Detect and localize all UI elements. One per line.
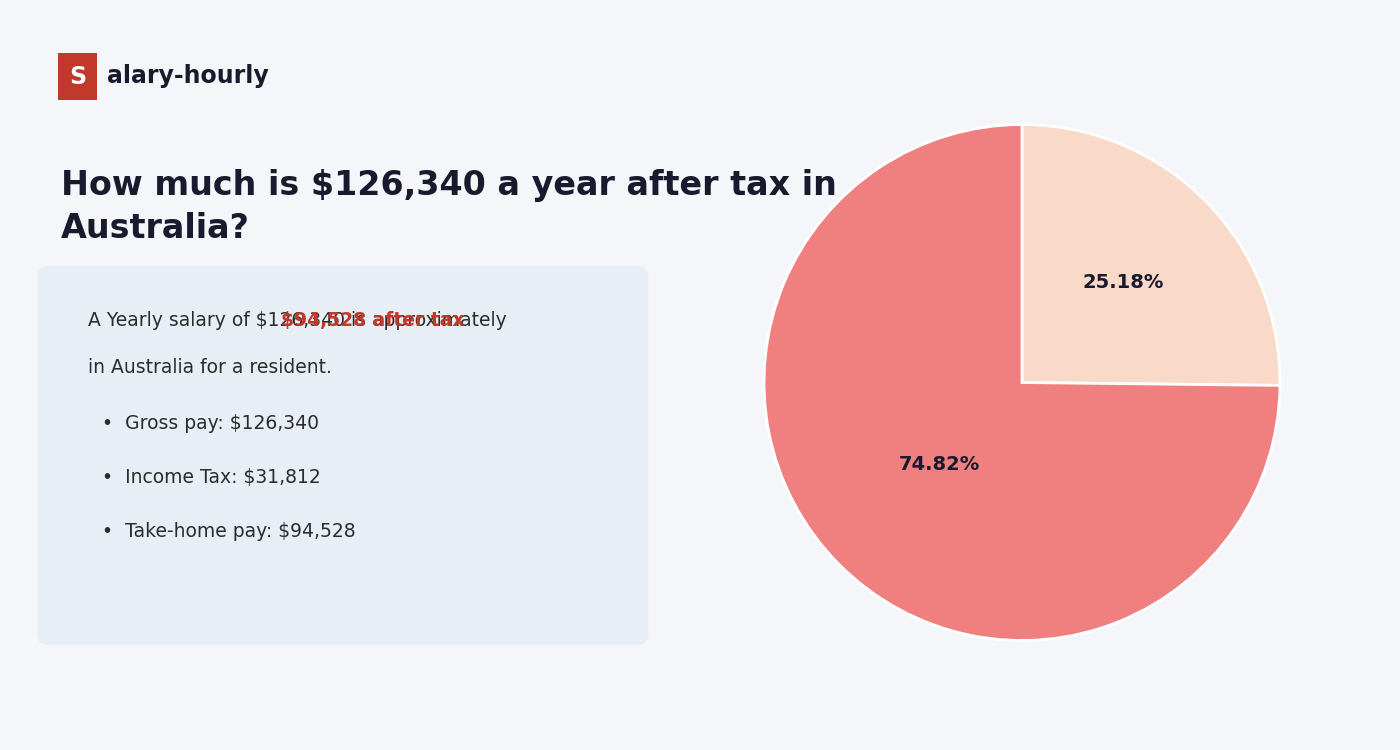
FancyBboxPatch shape xyxy=(38,266,648,645)
Wedge shape xyxy=(764,124,1280,640)
Text: S: S xyxy=(69,64,85,88)
Text: A Yearly salary of $126,340 is approximately: A Yearly salary of $126,340 is approxima… xyxy=(88,311,512,330)
Text: 74.82%: 74.82% xyxy=(899,454,980,474)
Wedge shape xyxy=(1022,124,1280,386)
FancyBboxPatch shape xyxy=(57,53,97,100)
Text: •  Take-home pay: $94,528: • Take-home pay: $94,528 xyxy=(102,522,356,541)
Text: •  Gross pay: $126,340: • Gross pay: $126,340 xyxy=(102,414,319,433)
Text: in Australia for a resident.: in Australia for a resident. xyxy=(88,358,332,376)
Text: How much is $126,340 a year after tax in
Australia?: How much is $126,340 a year after tax in… xyxy=(62,169,837,245)
Text: $94,528 after tax: $94,528 after tax xyxy=(281,311,465,330)
Text: 25.18%: 25.18% xyxy=(1082,273,1163,292)
Text: •  Income Tax: $31,812: • Income Tax: $31,812 xyxy=(102,468,321,487)
Text: alary-hourly: alary-hourly xyxy=(108,64,269,88)
